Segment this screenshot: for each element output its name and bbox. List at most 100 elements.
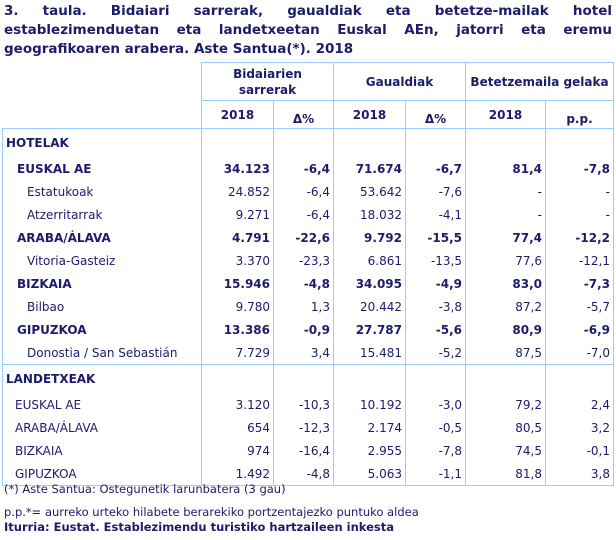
value-cell: -12,2 <box>545 226 614 249</box>
value-cell: 15.481 <box>333 341 406 365</box>
empty-cell <box>545 128 614 157</box>
value-cell: -4,8 <box>273 272 334 295</box>
table-row: Bilbao 9.780 1,3 20.442 -3,8 87,2 -5,7 <box>2 295 614 318</box>
value-cell: 53.642 <box>333 180 406 203</box>
value-cell: 9.792 <box>333 226 406 249</box>
value-cell: 79,2 <box>465 393 546 416</box>
table-row: EUSKAL AE 34.123 -6,4 71.674 -6,7 81,4 -7,8 <box>2 157 614 180</box>
value-cell: -13,5 <box>405 249 466 272</box>
value-cell: 87,5 <box>465 341 546 365</box>
value-cell: -12,3 <box>273 416 334 439</box>
value-cell: 24.852 <box>201 180 274 203</box>
value-cell: 3.120 <box>201 393 274 416</box>
subheader: p.p. <box>545 100 614 129</box>
value-cell: 9.271 <box>201 203 274 226</box>
value-cell: - <box>465 203 546 226</box>
empty-cell <box>201 128 274 157</box>
value-cell: -10,3 <box>273 393 334 416</box>
row-label: Estatukoak <box>2 180 202 203</box>
value-cell: -15,5 <box>405 226 466 249</box>
row-label: ARABA/ÁLAVA <box>2 416 202 439</box>
value-cell: 10.192 <box>333 393 406 416</box>
value-cell: -6,4 <box>273 180 334 203</box>
value-cell: -1,1 <box>405 462 466 486</box>
value-cell: 2,4 <box>545 393 614 416</box>
header-bidaiarien: Bidaiarien sarrerak <box>201 62 334 101</box>
value-cell: -0,9 <box>273 318 334 341</box>
value-cell: -5,7 <box>545 295 614 318</box>
value-cell: -16,4 <box>273 439 334 462</box>
value-cell: -7,8 <box>405 439 466 462</box>
table-row: GIPUZKOA 13.386 -0,9 27.787 -5,6 80,9 -6,9 <box>2 318 614 341</box>
value-cell: -4,8 <box>273 462 334 486</box>
value-cell: -6,4 <box>273 157 334 180</box>
footnote: (*) Aste Santua: Ostegunetik larunbatera… <box>4 482 286 496</box>
row-label: Donostia / San Sebastián <box>2 341 202 365</box>
subheader: Δ% <box>405 100 466 129</box>
section-row: HOTELAK <box>2 128 614 157</box>
row-label: EUSKAL AE <box>2 157 202 180</box>
header-gaualdiak: Gaualdiak <box>333 62 466 101</box>
value-cell: -5,2 <box>405 341 466 365</box>
value-cell: 974 <box>201 439 274 462</box>
table-row: BIZKAIA 15.946 -4,8 34.095 -4,9 83,0 -7,3 <box>2 272 614 295</box>
value-cell: -0,5 <box>405 416 466 439</box>
value-cell: 81,4 <box>465 157 546 180</box>
table-row: ARABA/ÁLAVA 4.791 -22,6 9.792 -15,5 77,4 -12,2 <box>2 226 614 249</box>
empty-cell <box>273 364 334 393</box>
value-cell: -3,0 <box>405 393 466 416</box>
empty-cell <box>333 364 406 393</box>
value-cell: -7,6 <box>405 180 466 203</box>
row-label: BIZKAIA <box>2 272 202 295</box>
table-row: BIZKAIA 974 -16,4 2.955 -7,8 74,5 -0,1 <box>2 439 614 462</box>
row-label: Vitoria-Gasteiz <box>2 249 202 272</box>
empty-cell <box>333 128 406 157</box>
value-cell: 9.780 <box>201 295 274 318</box>
data-table: Bidaiarien sarrerak Gaualdiak Betetzemai… <box>2 62 614 486</box>
table-row: Estatukoak 24.852 -6,4 53.642 -7,6- - <box>2 180 614 203</box>
subheader: 2018 <box>201 100 274 129</box>
value-cell: 4.791 <box>201 226 274 249</box>
row-label: EUSKAL AE <box>2 393 202 416</box>
value-cell: 6.861 <box>333 249 406 272</box>
section-label: HOTELAK <box>2 128 202 157</box>
value-cell: 2.174 <box>333 416 406 439</box>
section-label: LANDETXEAK <box>2 364 202 393</box>
value-cell: -7,0 <box>545 341 614 365</box>
table-title: 3. taula. Bidaiari sarrerak, gaualdiak e… <box>4 3 612 57</box>
table-row: Vitoria-Gasteiz 3.370 -23,3 6.861 -13,5 77,6-… <box>2 249 614 272</box>
value-cell: - <box>545 203 614 226</box>
value-cell: 654 <box>201 416 274 439</box>
value-cell: 18.032 <box>333 203 406 226</box>
value-cell: 80,9 <box>465 318 546 341</box>
section-row: LANDETXEAK <box>2 364 614 393</box>
row-label: BIZKAIA <box>2 439 202 462</box>
value-cell: 3.370 <box>201 249 274 272</box>
footnote: p.p.*= aurreko urteko hilabete berarekik… <box>4 505 419 519</box>
value-cell: 20.442 <box>333 295 406 318</box>
value-cell: 3,4 <box>273 341 334 365</box>
value-cell: -7,8 <box>545 157 614 180</box>
empty-cell <box>405 364 466 393</box>
value-cell: -12,1 <box>545 249 614 272</box>
subheader: 2018 <box>465 100 546 129</box>
subheader: 2018 <box>333 100 406 129</box>
value-cell: 83,0 <box>465 272 546 295</box>
value-cell: 5.063 <box>333 462 406 486</box>
value-cell: -4,9 <box>405 272 466 295</box>
empty-cell <box>545 364 614 393</box>
value-cell: - <box>545 180 614 203</box>
value-cell: 3,2 <box>545 416 614 439</box>
value-cell: -5,6 <box>405 318 466 341</box>
empty-cell <box>465 128 546 157</box>
table-row: ARABA/ÁLAVA 654 -12,3 2.174 -0,5 80,5 3,2 <box>2 416 614 439</box>
table-row: Atzerritarrak 9.271 -6,4 18.032 -4,1- - <box>2 203 614 226</box>
value-cell: 7.729 <box>201 341 274 365</box>
row-label: Atzerritarrak <box>2 203 202 226</box>
value-cell: 34.095 <box>333 272 406 295</box>
value-cell: -6,9 <box>545 318 614 341</box>
value-cell: 77,4 <box>465 226 546 249</box>
value-cell: 27.787 <box>333 318 406 341</box>
table-row: EUSKAL AE 3.120 -10,3 10.192 -3,0 79,2 2,4 <box>2 393 614 416</box>
value-cell: -4,1 <box>405 203 466 226</box>
